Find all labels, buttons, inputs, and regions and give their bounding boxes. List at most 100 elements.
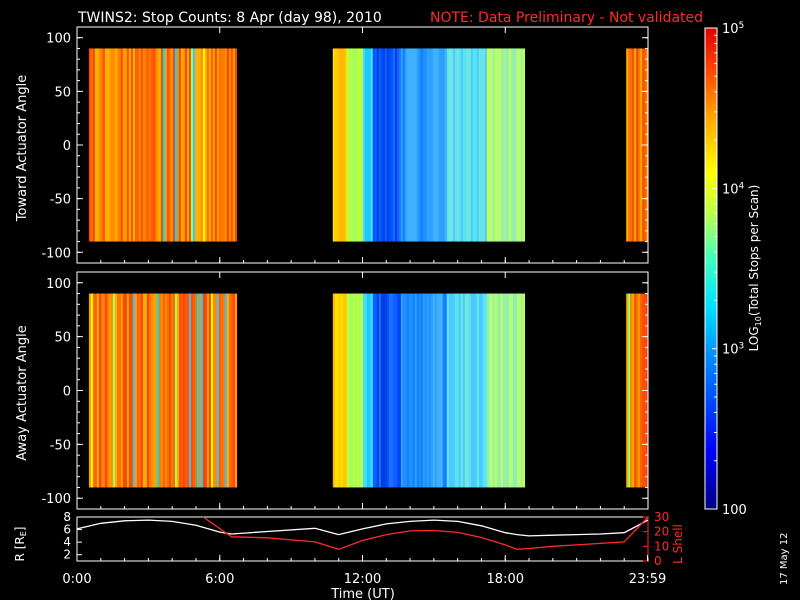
heat-column — [180, 293, 184, 488]
heat-column — [404, 293, 407, 488]
heat-column — [106, 293, 110, 488]
heat-column — [412, 48, 415, 242]
heat-column — [500, 293, 503, 488]
heat-column — [158, 293, 162, 488]
heat-column — [408, 293, 411, 488]
heat-column — [500, 48, 503, 242]
heat-column — [466, 293, 469, 488]
heat-column — [480, 48, 483, 242]
heat-column — [100, 48, 104, 242]
heat-column — [224, 293, 228, 488]
heat-column — [428, 48, 431, 242]
heat-column — [220, 48, 224, 242]
heat-column — [174, 48, 178, 242]
lshell-label: L Shell — [671, 524, 685, 564]
heat-column — [378, 293, 381, 488]
heat-column — [356, 48, 359, 242]
heat-column — [350, 293, 353, 488]
heat-column — [634, 293, 637, 488]
heat-column — [456, 48, 459, 242]
heat-column — [358, 293, 361, 488]
heat-column — [152, 293, 156, 488]
heat-column — [196, 293, 200, 488]
heat-column — [490, 293, 493, 488]
heat-column — [206, 48, 210, 242]
heat-column — [392, 48, 395, 242]
heat-column — [146, 293, 150, 488]
heat-column — [410, 48, 413, 242]
heat-column — [130, 293, 134, 488]
heat-column — [188, 48, 192, 242]
heat-column — [90, 293, 94, 488]
heat-column — [458, 293, 461, 488]
heat-column — [468, 48, 471, 242]
heat-column — [442, 48, 445, 242]
heat-column — [204, 293, 208, 488]
x-tick-label: 0:00 — [62, 572, 91, 587]
heat-column — [518, 293, 521, 488]
toward-segment-1 — [332, 48, 525, 242]
heat-column — [628, 293, 631, 488]
colorbar-tick-label: 100 — [722, 503, 747, 518]
heat-column — [346, 293, 349, 488]
heat-column — [496, 293, 499, 488]
heat-column — [380, 48, 383, 242]
heat-column — [202, 48, 206, 242]
heat-column — [146, 48, 150, 242]
heat-column — [472, 48, 475, 242]
heat-column — [168, 48, 172, 242]
heat-column — [428, 293, 431, 488]
heat-column — [468, 293, 471, 488]
heat-column — [400, 293, 403, 488]
heat-column — [362, 293, 365, 488]
heat-column — [492, 48, 495, 242]
heat-column — [198, 48, 202, 242]
r-label-text: R [R — [13, 536, 27, 561]
heat-column — [348, 48, 351, 242]
heat-column — [376, 48, 379, 242]
heat-column — [98, 48, 102, 242]
heat-column — [482, 48, 485, 242]
heat-column — [390, 293, 393, 488]
heat-column — [166, 48, 170, 242]
heat-column — [162, 293, 166, 488]
heat-column — [358, 48, 361, 242]
heat-column — [460, 48, 463, 242]
colorbar — [704, 27, 718, 510]
heat-column — [176, 293, 180, 488]
colorbar-tick-label: 105 — [722, 21, 744, 37]
heat-column — [214, 293, 218, 488]
heat-column — [114, 48, 118, 242]
heat-column — [354, 293, 357, 488]
heat-column — [520, 293, 523, 488]
heat-column — [148, 48, 152, 242]
heat-column — [92, 293, 96, 488]
heat-column — [112, 293, 116, 488]
heat-column — [136, 48, 140, 242]
heat-column — [496, 48, 499, 242]
x-tick-label: 12:00 — [344, 572, 381, 587]
heat-column — [440, 48, 443, 242]
heat-column — [464, 48, 467, 242]
heat-column — [136, 293, 140, 488]
heat-column — [168, 293, 172, 488]
heat-column — [104, 48, 108, 242]
heat-column — [138, 48, 142, 242]
heat-column — [230, 293, 234, 488]
y-tick-label: 100 — [46, 32, 71, 47]
heat-column — [514, 293, 517, 488]
heat-column — [426, 293, 429, 488]
heat-column — [104, 293, 108, 488]
heat-column — [100, 293, 104, 488]
heat-column — [154, 293, 158, 488]
heat-column — [398, 48, 401, 242]
heat-column — [470, 293, 473, 488]
heat-column — [196, 48, 200, 242]
heat-column — [340, 48, 343, 242]
heat-column — [338, 48, 341, 242]
heat-column — [102, 293, 106, 488]
heat-column — [132, 293, 136, 488]
heat-column — [116, 48, 120, 242]
heat-column — [234, 48, 238, 242]
colorbar-tick-label: 103 — [722, 342, 744, 358]
